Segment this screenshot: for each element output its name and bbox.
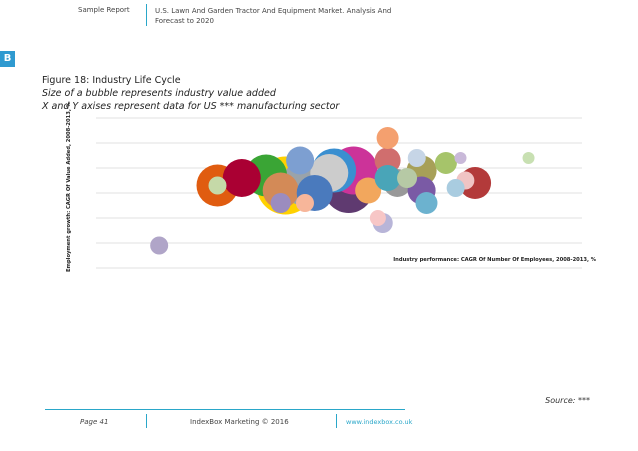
header-report-type: Sample Report	[78, 6, 130, 14]
bubble-point	[407, 149, 426, 167]
footer-page-number: Page 41	[80, 418, 109, 426]
chart-grid	[96, 117, 582, 269]
bubble-point	[397, 168, 418, 188]
bubble-point	[434, 152, 457, 174]
bubble-point	[415, 192, 438, 214]
footer-separator	[146, 414, 147, 428]
bubble-point	[369, 210, 386, 226]
bubble-point	[150, 236, 169, 255]
bubble-point	[208, 176, 227, 195]
x-axis-label: Industry performance: CAGR Of Number Of …	[393, 257, 597, 263]
footer-separator	[336, 414, 337, 428]
bubble-point	[376, 127, 399, 149]
footer-rule	[45, 409, 405, 410]
bubble-point	[222, 159, 261, 197]
bubble-point	[374, 165, 401, 191]
bubble-point	[446, 179, 465, 197]
bubble-point	[522, 152, 535, 164]
brand-logo: B	[0, 51, 15, 67]
bubble-point	[454, 152, 467, 164]
source-note: Source: ***	[545, 396, 590, 405]
chart-bubbles	[150, 127, 535, 255]
bubble-point	[270, 193, 291, 213]
bubble-point	[355, 177, 382, 204]
figure-title: Figure 18: Industry Life Cycle	[42, 75, 181, 86]
header-report-title: U.S. Lawn And Garden Tractor And Equipme…	[155, 7, 392, 25]
figure-subtitle-2: X and Y axises represent data for US ***…	[42, 101, 340, 112]
bubble-point	[295, 194, 314, 212]
footer-website-link[interactable]: www.indexbox.co.uk	[346, 418, 413, 426]
bubble-point	[286, 146, 315, 175]
footer-copyright: IndexBox Marketing © 2016	[190, 418, 289, 426]
figure-subtitle: Size of a bubble represents industry val…	[42, 88, 276, 99]
y-axis-label: Employment growth: CAGR Of Value Added, …	[66, 101, 72, 272]
header-separator	[146, 4, 147, 26]
